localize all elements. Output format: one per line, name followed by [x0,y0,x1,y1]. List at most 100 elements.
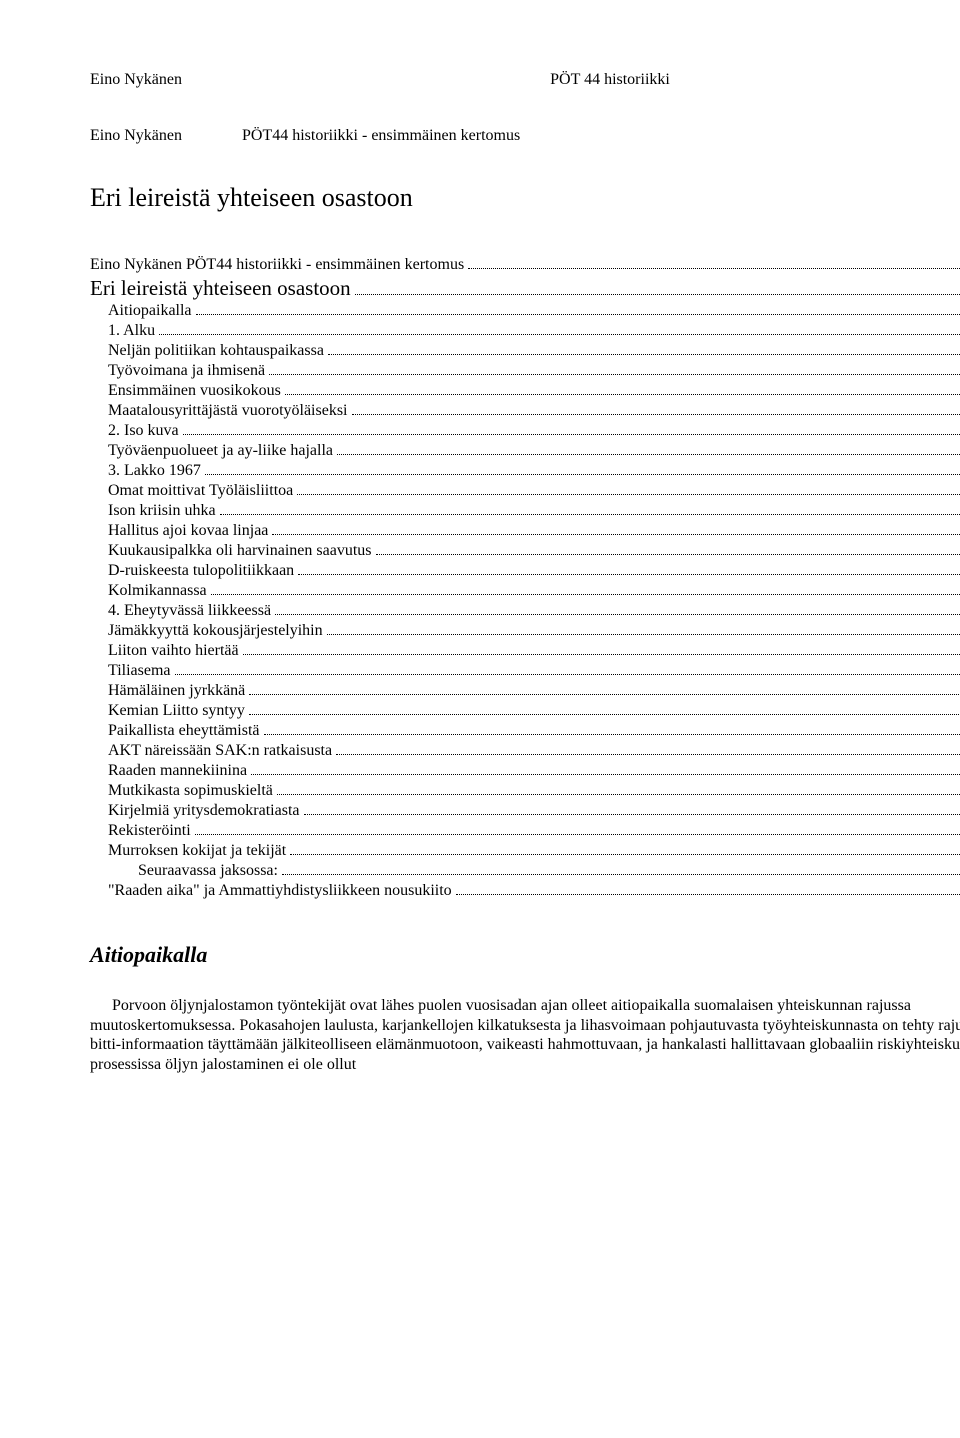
toc-leader-dots [337,441,960,455]
header-author: Eino Nykänen [90,70,182,90]
toc-label: Paikallista eheyttämistä [108,721,260,741]
toc-label: Kolmikannassa [108,581,207,601]
header-title: PÖT 44 historiikki [550,70,670,90]
toc-entry: Kirjelmiä yritysdemokratiasta14 [90,801,960,821]
toc-label: Kirjelmiä yritysdemokratiasta [108,801,300,821]
toc-leader-dots [243,641,960,655]
toc-entry: Raaden mannekiinina13 [90,761,960,781]
toc-label: 3. Lakko 1967 [108,461,201,481]
toc-label: Hallitus ajoi kovaa linjaa [108,521,268,541]
toc-leader-dots [275,601,960,615]
toc-label: Työväenpuolueet ja ay-liike hajalla [108,441,333,461]
toc-label: D-ruiskeesta tulopolitiikkaan [108,561,294,581]
toc-leader-dots [264,721,960,735]
toc-leader-dots [183,421,960,435]
toc-leader-dots [328,341,960,355]
toc-entry: Omat moittivat Työläisliittoa6 [90,481,960,501]
toc-entry: Jämäkkyyttä kokousjärjestelyihin10 [90,621,960,641]
toc-label: Kuukausipalkka oli harvinainen saavutus [108,541,372,561]
toc-label: 1. Alku [108,321,155,341]
toc-leader-dots [196,301,960,315]
toc-label: Työvoimana ja ihmisenä [108,361,265,381]
page-header: Eino Nykänen PÖT 44 historiikki 1 [90,70,960,90]
toc-leader-dots [297,481,960,495]
toc-label: AKT näreissään SAK:n ratkaisusta [108,741,332,761]
toc-label: Seuraavassa jaksossa: [138,861,278,881]
toc-label: Kemian Liitto syntyy [108,701,245,721]
toc-leader-dots [159,321,960,335]
toc-label: Rekisteröinti [108,821,191,841]
toc-entry: 2. Iso kuva4 [90,421,960,441]
toc-entry: Rekisteröinti14 [90,821,960,841]
toc-entry: Maatalousyrittäjästä vuorotyöläiseksi4 [90,401,960,421]
toc-leader-dots [468,255,960,269]
toc-entry: D-ruiskeesta tulopolitiikkaan8 [90,561,960,581]
toc-entry: Hallitus ajoi kovaa linjaa7 [90,521,960,541]
toc-entry: Paikallista eheyttämistä12 [90,721,960,741]
toc-leader-dots [355,281,960,295]
toc-leader-dots [269,361,960,375]
toc-leader-dots [195,821,960,835]
toc-entry: Työväenpuolueet ja ay-liike hajalla5 [90,441,960,461]
toc-leader-dots [205,461,960,475]
toc-label: Tiliasema [108,661,171,681]
toc-entry: Ensimmäinen vuosikokous3 [90,381,960,401]
toc-leader-dots [304,801,960,815]
toc-label: Ison kriisin uhka [108,501,216,521]
toc-leader-dots [220,501,960,515]
toc-entry: Eri leireistä yhteiseen osastoon1 [90,275,960,301]
toc-leader-dots [282,861,960,875]
toc-leader-dots [298,561,960,575]
toc-entry: Työvoimana ja ihmisenä3 [90,361,960,381]
toc-leader-dots [285,381,960,395]
toc-entry: Mutkikasta sopimuskieltä13 [90,781,960,801]
subheader-row: Eino Nykänen PÖT44 historiikki - ensimmä… [90,126,960,146]
toc-label: Raaden mannekiinina [108,761,247,781]
toc-entry: Liiton vaihto hiertää10 [90,641,960,661]
toc-entry: Kolmikannassa9 [90,581,960,601]
toc-leader-dots [376,541,960,555]
toc-leader-dots [249,681,960,695]
toc-entry: AKT näreissään SAK:n ratkaisusta12 [90,741,960,761]
toc-label: Murroksen kokijat ja tekijät [108,841,286,861]
toc-label: Eino Nykänen PÖT44 historiikki - ensimmä… [90,255,464,275]
toc-label: Liiton vaihto hiertää [108,641,239,661]
toc-label: 4. Eheytyvässä liikkeessä [108,601,271,621]
toc-label: Omat moittivat Työläisliittoa [108,481,293,501]
toc-entry: Seuraavassa jaksossa:15 [90,861,960,881]
toc-entry: Murroksen kokijat ja tekijät15 [90,841,960,861]
toc-label: Hämäläinen jyrkkänä [108,681,245,701]
toc-entry: "Raaden aika" ja Ammattiyhdistysliikkeen… [90,881,960,901]
toc-leader-dots [251,761,960,775]
toc-leader-dots [272,521,960,535]
toc-label: Aitiopaikalla [108,301,192,321]
subheader-author: Eino Nykänen [90,126,182,146]
toc-label: Jämäkkyyttä kokousjärjestelyihin [108,621,323,641]
section-heading: Aitiopaikalla [90,941,960,969]
toc-entry: 3. Lakko 19676 [90,461,960,481]
toc-leader-dots [352,401,960,415]
toc-leader-dots [327,621,960,635]
toc-label: Neljän politiikan kohtauspaikassa [108,341,324,361]
toc-label: "Raaden aika" ja Ammattiyhdistysliikkeen… [108,881,452,901]
toc-leader-dots [175,661,960,675]
toc-leader-dots [277,781,960,795]
toc-entry: Kemian Liitto syntyy11 [90,701,960,721]
toc-label: Mutkikasta sopimuskieltä [108,781,273,801]
main-title: Eri leireistä yhteiseen osastoon [90,182,960,215]
table-of-contents: Eino Nykänen PÖT44 historiikki - ensimmä… [90,255,960,901]
toc-entry: 1. Alku2 [90,321,960,341]
toc-entry: Hämäläinen jyrkkänä11 [90,681,960,701]
toc-label: 2. Iso kuva [108,421,179,441]
toc-entry: Neljän politiikan kohtauspaikassa3 [90,341,960,361]
toc-leader-dots [249,701,960,715]
toc-label: Eri leireistä yhteiseen osastoon [90,275,351,301]
body-paragraph: Porvoon öljynjalostamon työntekijät ovat… [90,996,960,1074]
toc-leader-dots [211,581,960,595]
subheader-subtitle: PÖT44 historiikki - ensimmäinen kertomus [242,126,520,146]
toc-entry: Tiliasema10 [90,661,960,681]
toc-leader-dots [290,841,960,855]
toc-entry: Eino Nykänen PÖT44 historiikki - ensimmä… [90,255,960,275]
toc-leader-dots [336,741,960,755]
toc-label: Maatalousyrittäjästä vuorotyöläiseksi [108,401,348,421]
